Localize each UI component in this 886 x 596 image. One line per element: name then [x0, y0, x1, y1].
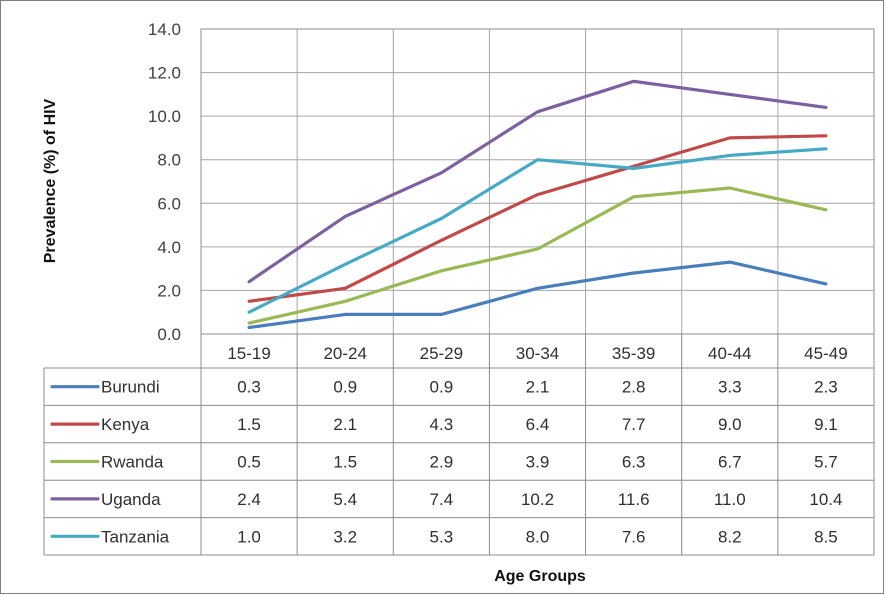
category-label: 25-29 — [420, 344, 463, 363]
data-cell: 11.6 — [618, 490, 650, 509]
data-cell: 2.1 — [333, 415, 357, 434]
data-cell: 7.6 — [622, 527, 646, 546]
data-cell: 1.5 — [237, 415, 261, 434]
data-cell: 7.4 — [430, 490, 454, 509]
y-tick-label: 8.0 — [157, 151, 181, 170]
series-line-tanzania — [247, 147, 828, 314]
y-tick-label: 6.0 — [157, 194, 181, 213]
x-axis-title: Age Groups — [494, 568, 586, 585]
category-label: 35-39 — [612, 344, 655, 363]
data-cell: 3.3 — [718, 378, 742, 397]
series-line-rwanda — [247, 186, 828, 325]
legend-label: Kenya — [101, 415, 150, 434]
series-line-burundi — [247, 260, 828, 330]
data-cell: 2.9 — [430, 453, 454, 472]
data-cell: 0.3 — [237, 378, 261, 397]
legend-label: Burundi — [101, 378, 160, 397]
series-line-uganda — [247, 79, 828, 284]
data-cell: 8.5 — [814, 527, 838, 546]
data-cell: 5.7 — [814, 453, 838, 472]
data-cell: 7.7 — [622, 415, 646, 434]
legend-label: Rwanda — [101, 453, 164, 472]
data-cell: 2.3 — [814, 378, 838, 397]
category-label: 40-44 — [708, 344, 751, 363]
data-cell: 0.9 — [333, 378, 357, 397]
data-cell: 10.4 — [809, 490, 842, 509]
category-label: 30-34 — [516, 344, 559, 363]
y-tick-label: 10.0 — [148, 107, 181, 126]
category-label: 20-24 — [323, 344, 366, 363]
data-cell: 3.2 — [333, 527, 357, 546]
y-tick-label: 14.0 — [148, 20, 181, 39]
data-cell: 9.1 — [814, 415, 838, 434]
data-cell: 10.2 — [521, 490, 554, 509]
data-cell: 6.7 — [718, 453, 742, 472]
category-label: 45-49 — [804, 344, 847, 363]
y-tick-label: 0.0 — [157, 325, 181, 344]
legend-label: Uganda — [101, 490, 161, 509]
data-cell: 0.5 — [237, 453, 261, 472]
y-tick-label: 2.0 — [157, 281, 181, 300]
data-cell: 1.0 — [237, 527, 261, 546]
data-cell: 6.3 — [622, 453, 646, 472]
data-cell: 1.5 — [333, 453, 357, 472]
series-line-kenya — [247, 134, 828, 303]
data-cell: 8.2 — [718, 527, 742, 546]
y-tick-label: 4.0 — [157, 238, 181, 257]
data-cell: 2.8 — [622, 378, 646, 397]
data-cell: 2.4 — [237, 490, 261, 509]
data-cell: 5.3 — [430, 527, 454, 546]
y-tick-label: 12.0 — [148, 64, 181, 83]
data-cell: 0.9 — [430, 378, 454, 397]
data-cell: 11.0 — [714, 490, 746, 509]
data-cell: 6.4 — [526, 415, 550, 434]
legend-label: Tanzania — [101, 527, 170, 546]
data-cell: 5.4 — [333, 490, 357, 509]
data-cell: 2.1 — [526, 378, 550, 397]
category-label: 15-19 — [227, 344, 270, 363]
y-axis-title: Prevalence (%) of HIV — [42, 98, 59, 263]
data-cell: 8.0 — [526, 527, 550, 546]
data-cell: 4.3 — [430, 415, 454, 434]
data-cell: 3.9 — [526, 453, 550, 472]
plot-area-border — [200, 28, 875, 335]
data-cell: 9.0 — [718, 415, 742, 434]
